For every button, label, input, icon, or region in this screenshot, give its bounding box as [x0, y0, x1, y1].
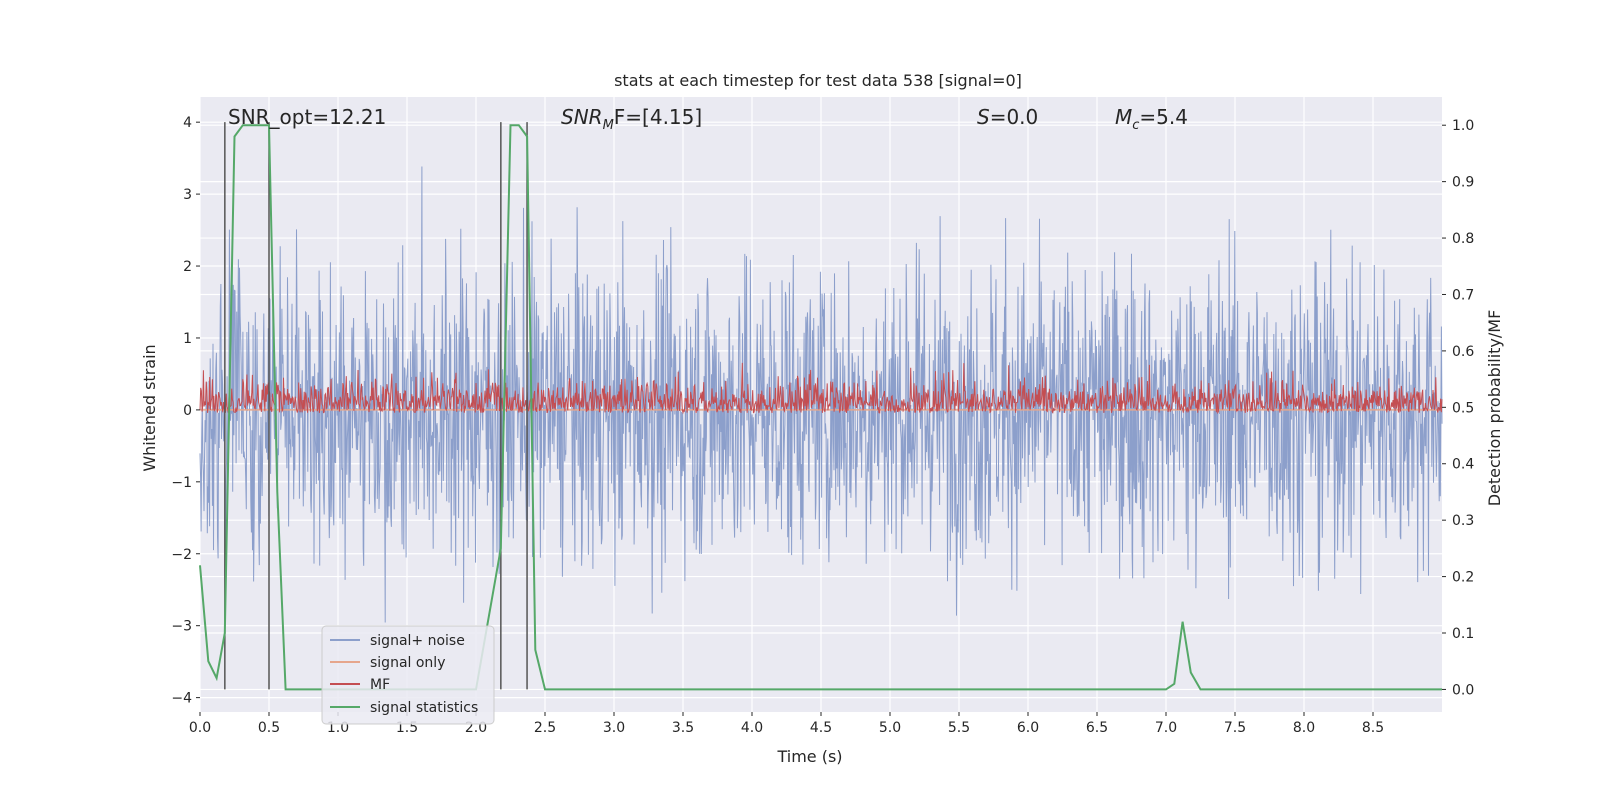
series-signal-noise — [199, 166, 1443, 623]
x-tick-label-0: 0.0 — [189, 720, 211, 736]
y-right-tick-label-5: 0.5 — [1452, 400, 1474, 416]
legend-entry-0: signal+ noise — [370, 633, 465, 649]
x-axis-label: Time (s) — [776, 747, 842, 766]
y-right-tick-label-9: 0.1 — [1452, 626, 1474, 642]
y-left-tick-label-4: 0 — [183, 403, 192, 419]
x-tick-label-16: 8.0 — [1293, 720, 1315, 736]
x-tick-label-13: 6.5 — [1086, 720, 1108, 736]
y-left-tick-label-0: 4 — [183, 115, 192, 131]
y-right-tick-label-3: 0.7 — [1452, 287, 1474, 303]
x-tick-label-1: 0.5 — [258, 720, 280, 736]
snr-mf-prefix: SNR — [561, 105, 603, 129]
x-tick-label-7: 3.5 — [672, 720, 694, 736]
y-left-tick-label-7: −3 — [171, 619, 192, 635]
x-tick-label-17: 8.5 — [1362, 720, 1384, 736]
y-left-tick-label-6: −2 — [171, 547, 192, 563]
legend-box — [321, 625, 495, 725]
series-signal-statistics — [199, 124, 1442, 691]
s-value: =0.0 — [990, 105, 1039, 129]
legend: signal+ noise signal only MF signal stat… — [321, 625, 495, 725]
y-right-tick-label-6: 0.4 — [1452, 457, 1474, 473]
legend-entry-3: signal statistics — [370, 700, 478, 716]
legend-entry-1: signal only — [370, 655, 445, 671]
y-right-tick-label-0: 1.0 — [1452, 118, 1474, 134]
y-axis-right-label: Detection probability/MF — [1485, 310, 1504, 507]
series-mf — [199, 362, 1443, 415]
x-tick-label-15: 7.5 — [1224, 720, 1246, 736]
y-axis-right-ticks: 1.0 0.9 0.8 0.7 0.6 0.5 0.4 0.3 0.2 0.1 0.0 — [1442, 118, 1474, 698]
signal-noise-line — [199, 166, 1443, 623]
y-left-tick-label-5: −1 — [171, 475, 192, 491]
y-right-tick-label-2: 0.8 — [1452, 231, 1474, 247]
mc-value: =5.4 — [1139, 105, 1188, 129]
x-tick-label-11: 5.5 — [948, 720, 970, 736]
mc-subscript: c — [1132, 118, 1139, 133]
x-tick-label-12: 6.0 — [1017, 720, 1039, 736]
legend-entry-2: MF — [370, 677, 390, 693]
y-left-tick-label-8: −4 — [171, 691, 192, 707]
mf-line — [199, 362, 1443, 415]
y-left-tick-label-1: 3 — [183, 187, 192, 203]
y-axis-left-label: Whitened strain — [140, 344, 159, 471]
x-tick-label-9: 4.5 — [810, 720, 832, 736]
y-right-tick-label-10: 0.0 — [1452, 682, 1474, 698]
mc-annotation: Mc=5.4 — [1115, 105, 1188, 133]
x-tick-label-8: 4.0 — [741, 720, 763, 736]
x-tick-label-10: 5.0 — [879, 720, 901, 736]
snr-mf-suffix: F=[4.15] — [614, 105, 702, 129]
y-right-tick-label-4: 0.6 — [1452, 344, 1474, 360]
mc-label: M — [1115, 105, 1132, 129]
snr-mf-annotation: SNRMF=[4.15] — [561, 105, 702, 133]
x-tick-label-14: 7.0 — [1155, 720, 1177, 736]
y-right-tick-label-7: 0.3 — [1452, 513, 1474, 529]
y-right-tick-label-8: 0.2 — [1452, 570, 1474, 586]
y-left-tick-label-2: 2 — [183, 259, 192, 275]
signal-statistics-line — [199, 124, 1442, 691]
y-left-tick-label-3: 1 — [183, 331, 192, 347]
snr-mf-subscript: M — [603, 118, 614, 133]
y-right-tick-label-1: 0.9 — [1452, 175, 1474, 191]
y-axis-left-ticks: 4 3 2 1 0 −1 −2 −3 −4 — [171, 115, 200, 707]
s-annotation: S=0.0 — [977, 105, 1038, 129]
x-tick-label-6: 3.0 — [603, 720, 625, 736]
x-tick-label-5: 2.5 — [534, 720, 556, 736]
snr-opt-annotation: SNR_opt=12.21 — [228, 105, 386, 129]
s-label: S — [977, 105, 990, 129]
chart-title: stats at each timestep for test data 538… — [614, 71, 1022, 90]
